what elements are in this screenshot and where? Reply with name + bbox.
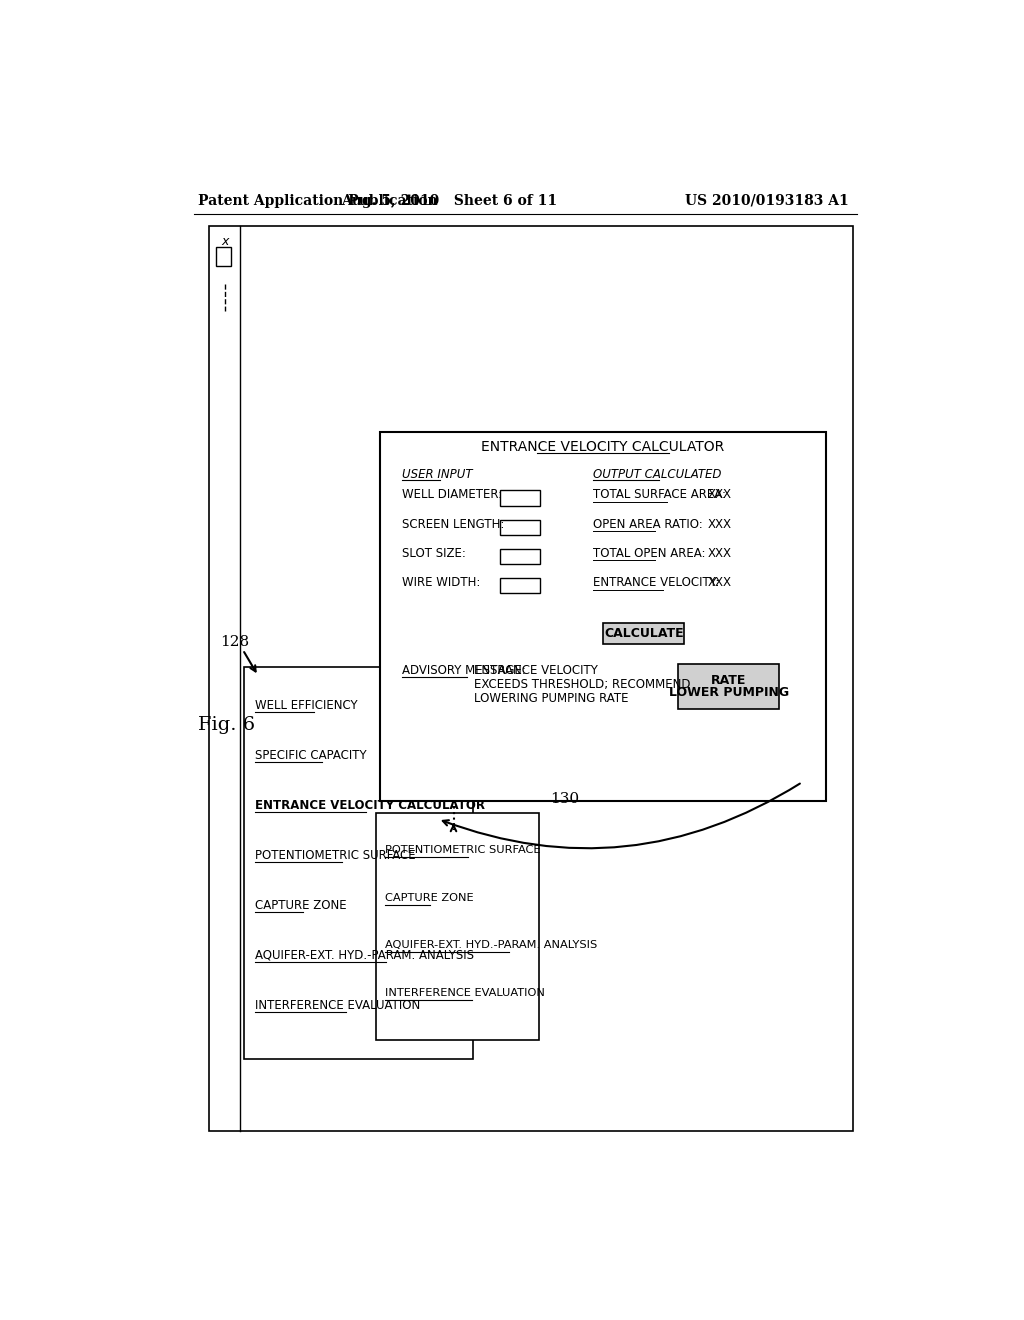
- Text: RATE: RATE: [711, 675, 746, 686]
- Text: AQUIFER-EXT. HYD.-PARAM. ANALYSIS: AQUIFER-EXT. HYD.-PARAM. ANALYSIS: [255, 949, 474, 962]
- Text: XXX: XXX: [708, 546, 732, 560]
- Text: XXX: XXX: [708, 576, 732, 589]
- Text: EXCEEDS THRESHOLD; RECOMMEND: EXCEEDS THRESHOLD; RECOMMEND: [474, 677, 690, 690]
- Text: AQUIFER-EXT. HYD.-PARAM. ANALYSIS: AQUIFER-EXT. HYD.-PARAM. ANALYSIS: [385, 940, 598, 950]
- Text: WELL EFFICIENCY: WELL EFFICIENCY: [255, 698, 357, 711]
- Bar: [376, 813, 539, 1040]
- Text: OUTPUT CALCULATED: OUTPUT CALCULATED: [593, 467, 721, 480]
- Text: CAPTURE ZONE: CAPTURE ZONE: [255, 899, 347, 912]
- Bar: [209, 226, 853, 1131]
- Text: ENTRANCE VELOCITY:: ENTRANCE VELOCITY:: [593, 576, 720, 589]
- Text: 128: 128: [220, 635, 250, 649]
- Text: POTENTIOMETRIC SURFACE: POTENTIOMETRIC SURFACE: [255, 849, 416, 862]
- Bar: [500, 520, 541, 535]
- Bar: [500, 578, 541, 594]
- Text: ENTRANCE VELOCITY CALCULATOR: ENTRANCE VELOCITY CALCULATOR: [255, 799, 485, 812]
- Text: x: x: [221, 235, 228, 248]
- Text: POTENTIOMETRIC SURFACE: POTENTIOMETRIC SURFACE: [385, 845, 541, 855]
- Bar: [500, 490, 541, 506]
- Text: Fig. 6: Fig. 6: [198, 715, 255, 734]
- Text: 130: 130: [550, 792, 580, 807]
- Bar: [245, 667, 473, 1059]
- Bar: [678, 664, 779, 709]
- Text: ENTRANCE VELOCITY: ENTRANCE VELOCITY: [474, 664, 598, 677]
- Text: TOTAL OPEN AREA:: TOTAL OPEN AREA:: [593, 546, 706, 560]
- Text: CAPTURE ZONE: CAPTURE ZONE: [385, 892, 474, 903]
- Text: ENTRANCE VELOCITY CALCULATOR: ENTRANCE VELOCITY CALCULATOR: [481, 440, 724, 454]
- Text: SLOT SIZE:: SLOT SIZE:: [401, 546, 466, 560]
- Text: INTERFERENCE EVALUATION: INTERFERENCE EVALUATION: [255, 999, 420, 1012]
- Text: OPEN AREA RATIO:: OPEN AREA RATIO:: [593, 517, 702, 531]
- Text: XXX: XXX: [708, 488, 732, 502]
- Text: WELL DIAMETER:: WELL DIAMETER:: [401, 488, 502, 502]
- Text: INTERFERENCE EVALUATION: INTERFERENCE EVALUATION: [385, 989, 545, 998]
- Text: USER INPUT: USER INPUT: [401, 467, 472, 480]
- Text: XXX: XXX: [708, 517, 732, 531]
- Text: CALCULATE: CALCULATE: [604, 627, 684, 640]
- Text: WIRE WIDTH:: WIRE WIDTH:: [401, 576, 480, 589]
- Text: LOWERING PUMPING RATE: LOWERING PUMPING RATE: [474, 692, 628, 705]
- Text: SCREEN LENGTH:: SCREEN LENGTH:: [401, 517, 504, 531]
- Bar: [603, 623, 684, 644]
- Text: SPECIFIC CAPACITY: SPECIFIC CAPACITY: [255, 748, 367, 762]
- Text: Aug. 5, 2010   Sheet 6 of 11: Aug. 5, 2010 Sheet 6 of 11: [342, 194, 558, 207]
- Text: TOTAL SURFACE AREA:: TOTAL SURFACE AREA:: [593, 488, 726, 502]
- Bar: [216, 247, 231, 267]
- Text: US 2010/0193183 A1: US 2010/0193183 A1: [685, 194, 849, 207]
- Text: LOWER PUMPING: LOWER PUMPING: [669, 686, 788, 700]
- Bar: [500, 549, 541, 564]
- Text: Patent Application Publication: Patent Application Publication: [198, 194, 437, 207]
- Text: ADVISORY MESSAGE:: ADVISORY MESSAGE:: [401, 664, 525, 677]
- Bar: [380, 432, 825, 801]
